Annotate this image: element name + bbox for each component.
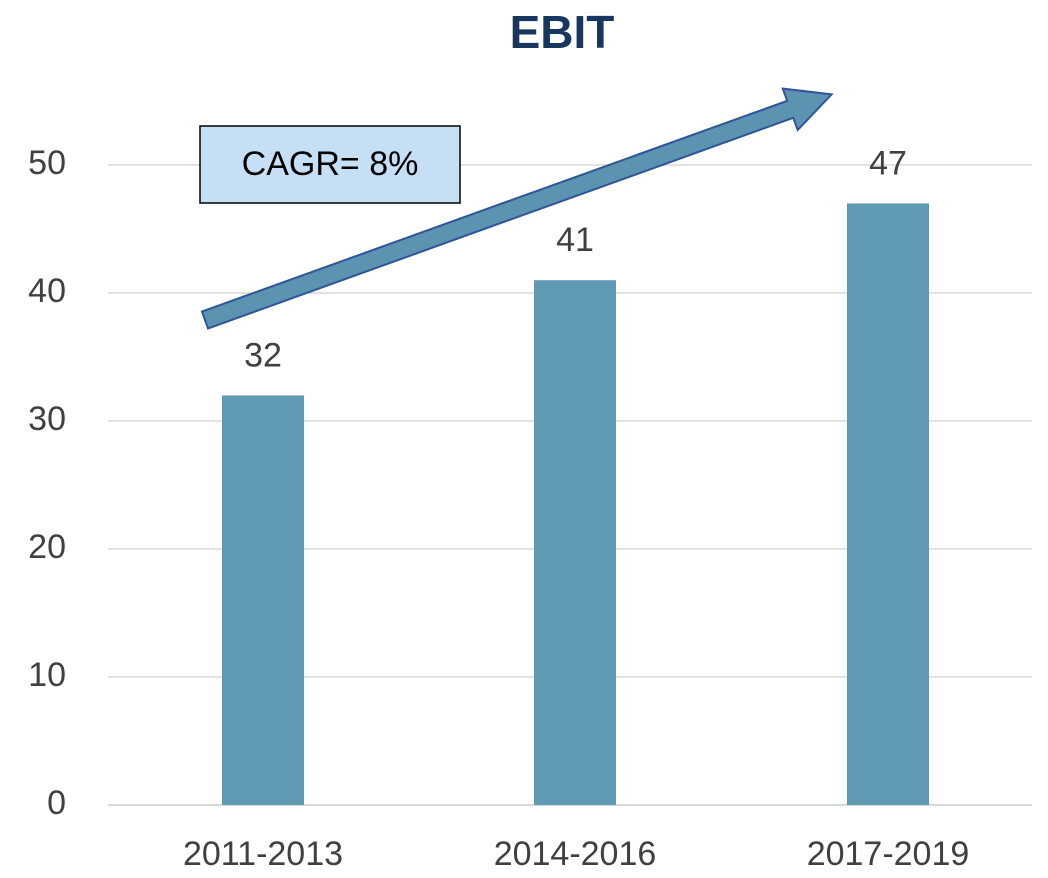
arrow-shape: [200, 87, 834, 330]
y-tick-label: 50: [28, 144, 66, 182]
y-tick-label: 30: [28, 400, 66, 438]
data-label: 47: [869, 144, 907, 182]
annotation: CAGR= 8%: [242, 145, 419, 183]
bar: [847, 203, 929, 805]
annotation-box: [199, 125, 461, 204]
y-tick-label: 0: [47, 784, 66, 822]
trend-arrow: [200, 87, 834, 330]
plot: 0 10 20 30 40 50 2011-2013 32 2014-2016 41 2017-20…: [28, 144, 1032, 873]
y-tick-label: 20: [28, 528, 66, 566]
bar: [534, 280, 616, 805]
data-label: 41: [556, 221, 594, 259]
y-tick-label: 10: [28, 656, 66, 694]
x-tick-label: 2011-2013: [183, 835, 343, 873]
x-tick-label: 2014-2016: [494, 835, 657, 873]
y-tick-label: 40: [28, 272, 66, 310]
bar: [222, 395, 304, 805]
data-label: 32: [244, 336, 282, 374]
chart-title: EBIT: [510, 6, 615, 58]
x-tick-label: 2017-2019: [807, 835, 970, 873]
